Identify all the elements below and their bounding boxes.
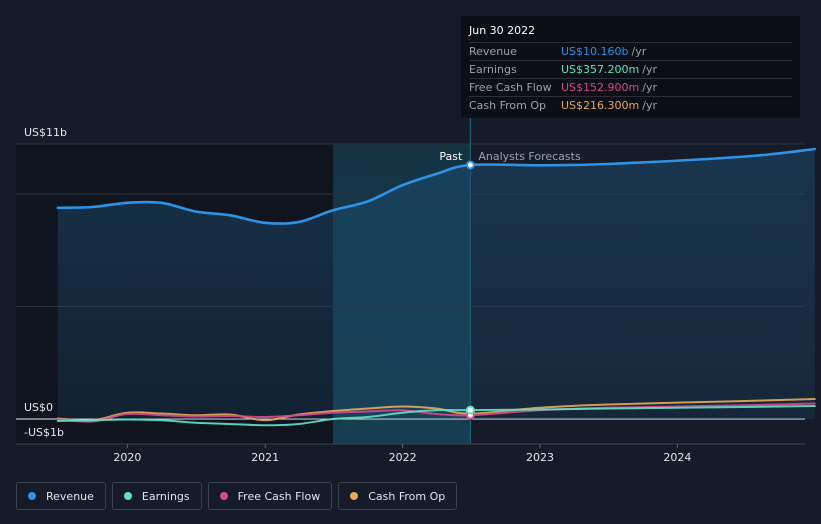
tooltip-value: US$152.900m [561, 81, 640, 94]
tooltip-value: US$357.200m [561, 63, 640, 76]
earnings-marker [465, 405, 475, 415]
tooltip-unit: /yr [642, 81, 657, 94]
earnings-line [56, 405, 816, 427]
free-cash-flow-dot-icon [219, 492, 228, 500]
tooltip-unit: /yr [631, 45, 647, 58]
tooltip-row-free-cash-flow: Free Cash Flow US$152.900m /yr [469, 78, 792, 96]
cash-from-op-line [56, 398, 816, 422]
cash-from-op-dot-icon [350, 492, 359, 500]
revenue-area [57, 149, 815, 419]
tooltip-label: Free Cash Flow [469, 81, 552, 94]
tooltip-value: US$10.160b [561, 45, 629, 58]
x-tick-label: 2020 [113, 451, 141, 464]
tooltip-unit: /yr [642, 99, 657, 112]
legend-label: Revenue [46, 489, 94, 503]
x-tick-label: 2023 [526, 451, 554, 464]
tooltip-date: Jun 30 2022 [469, 24, 536, 37]
earnings-dot-icon [123, 492, 132, 500]
forecast-label: Analysts Forecasts [478, 150, 581, 163]
legend-label: Free Cash Flow [237, 489, 321, 503]
revenue-dot-icon [28, 492, 36, 500]
x-tick-label: 2021 [251, 451, 279, 464]
legend-item-cash-from-op[interactable]: Cash From Op [338, 482, 458, 510]
y-axis-label: -US$1b [24, 426, 64, 439]
tooltip-row-earnings: Earnings US$357.200m /yr [469, 60, 792, 78]
tooltip-row-cash-from-op: Cash From Op US$216.300m /yr [469, 96, 792, 114]
x-tick-label: 2022 [389, 451, 417, 464]
chart-legend: Revenue Earnings Free Cash Flow Cash Fro… [16, 482, 458, 510]
data-tooltip: Jun 30 2022 Revenue US$10.160b /yr Earni… [461, 16, 800, 118]
legend-item-revenue[interactable]: Revenue [16, 482, 106, 510]
past-label: Past [439, 150, 463, 163]
revenue-marker [465, 160, 475, 170]
y-axis-label: US$11b [24, 126, 67, 139]
x-tick-label: 2024 [663, 451, 691, 464]
legend-item-free-cash-flow[interactable]: Free Cash Flow [207, 482, 333, 510]
tooltip-value: US$216.300m [561, 99, 640, 112]
tooltip-label: Earnings [469, 63, 517, 76]
tooltip-label: Cash From Op [469, 99, 547, 112]
y-axis-label: US$0 [24, 401, 53, 414]
revenue-line [56, 147, 817, 225]
legend-item-earnings[interactable]: Earnings [111, 482, 202, 510]
legend-label: Cash From Op [368, 489, 446, 503]
legend-label: Earnings [141, 489, 190, 503]
tooltip-unit: /yr [642, 63, 657, 76]
tooltip-row-revenue: Revenue US$10.160b /yr [469, 42, 792, 60]
tooltip-label: Revenue [469, 45, 517, 58]
